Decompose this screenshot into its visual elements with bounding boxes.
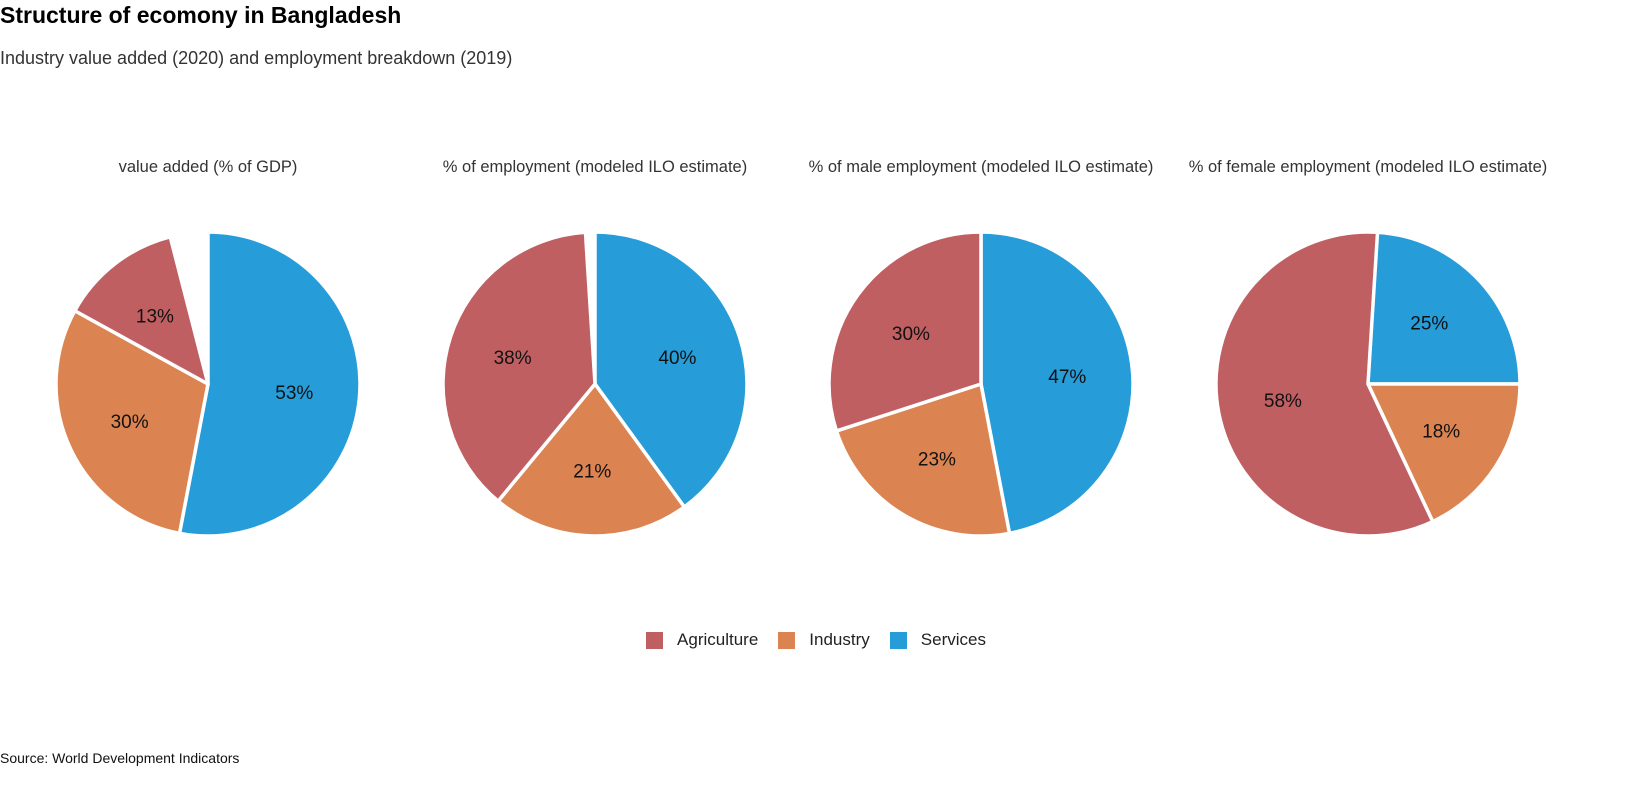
pie-label-industry: 21% xyxy=(573,462,611,483)
pie-chart-3: % of male employment (modeled ILO estima… xyxy=(809,158,1154,538)
legend-swatch-agriculture xyxy=(646,631,664,649)
pie-charts: value added (% of GDP) 53% 30% 13% % of empl… xyxy=(54,158,1548,538)
legend-label-agriculture: Agriculture xyxy=(677,630,759,649)
pie-slice-agriculture xyxy=(1214,230,1435,538)
pie-slice-services xyxy=(177,230,362,538)
pie-slice-agriculture xyxy=(73,235,210,386)
pie-slice-services xyxy=(1366,230,1522,386)
pie-slice-agriculture xyxy=(441,230,597,503)
pie-title-3: % of male employment (modeled ILO estima… xyxy=(809,158,1154,176)
pie-label-services: 25% xyxy=(1410,314,1448,335)
pie-chart-2: % of employment (modeled ILO estimate) 40… xyxy=(441,158,749,538)
pie-label-services: 47% xyxy=(1048,367,1086,388)
pie-label-agriculture: 30% xyxy=(892,324,930,345)
chart-subtitle: Industry value added (2020) and employme… xyxy=(0,48,513,68)
pie-slice-industry xyxy=(496,382,687,538)
pie-label-industry: 18% xyxy=(1422,421,1460,442)
chart-title: Structure of ecomony in Bangladesh xyxy=(0,2,402,28)
pie-slice-industry xyxy=(834,382,1012,538)
pie-label-industry: 23% xyxy=(918,450,956,471)
pie-chart-1: value added (% of GDP) 53% 30% 13% xyxy=(54,158,362,538)
pie-label-services: 53% xyxy=(275,383,313,404)
legend-swatch-industry xyxy=(778,631,796,649)
pie-label-services: 40% xyxy=(658,348,696,369)
pie-slice-services xyxy=(593,230,749,509)
legend: Agriculture Industry Services xyxy=(0,630,1632,650)
source-note: Source: World Development Indicators xyxy=(0,750,240,766)
pie-label-industry: 30% xyxy=(111,412,149,433)
pie-slice-agriculture xyxy=(827,230,983,433)
pie-title-1: value added (% of GDP) xyxy=(119,158,298,176)
pie-slice-services xyxy=(979,230,1135,536)
pie-title-4: % of female employment (modeled ILO esti… xyxy=(1189,158,1548,176)
pie-title-2: % of employment (modeled ILO estimate) xyxy=(443,158,747,176)
pie-label-agriculture: 58% xyxy=(1264,391,1302,412)
pie-label-agriculture: 13% xyxy=(136,307,174,328)
legend-item-industry: Industry xyxy=(778,630,870,650)
pie-slice-industry xyxy=(54,309,210,536)
legend-swatch-services xyxy=(889,631,907,649)
legend-label-services: Services xyxy=(920,630,986,649)
pie-label-agriculture: 38% xyxy=(494,348,532,369)
legend-item-services: Services xyxy=(889,630,986,650)
legend-label-industry: Industry xyxy=(809,630,870,649)
legend-item-agriculture: Agriculture xyxy=(646,630,758,650)
pie-slice-industry xyxy=(1366,382,1522,524)
pie-chart-4: % of female employment (modeled ILO esti… xyxy=(1189,158,1548,538)
